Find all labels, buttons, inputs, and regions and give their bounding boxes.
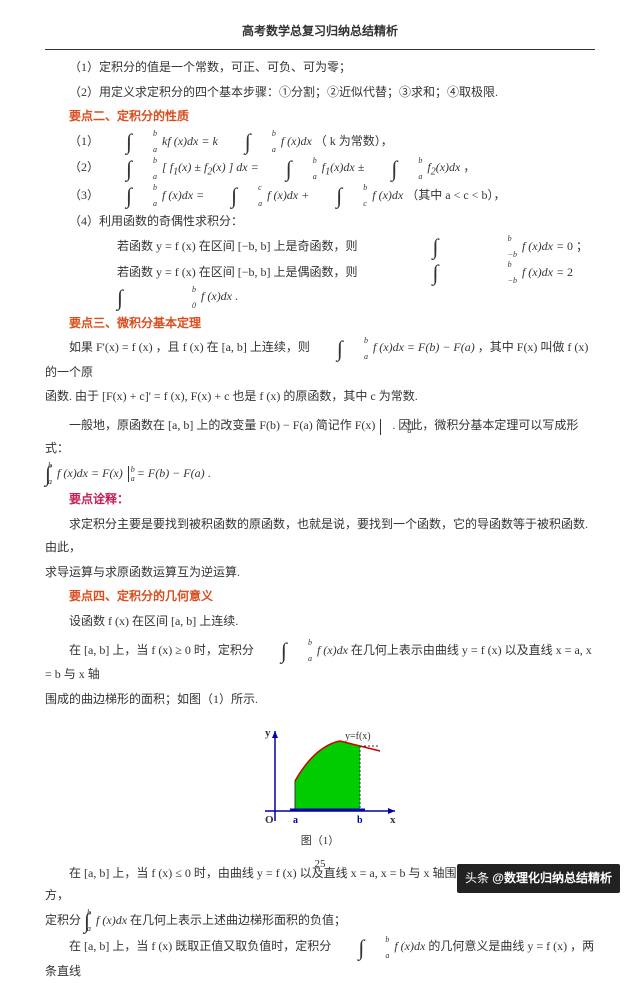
watermark-source: 头条 [465,871,489,885]
s4-p6-prefix: 在 [a, b] 上，当 f (x) 既取正值又取负值时，定积分 [69,939,331,953]
formula-4b: 若函数 y = f (x) 在区间 [−b, b] 上是偶函数，则 ∫b−b f… [45,261,595,310]
watermark: 头条 @数理化归纳总结精析 [457,864,620,893]
chart-svg: O a b x y y=f(x) [235,721,405,831]
s4-p6: 在 [a, b] 上，当 f (x) 既取正值又取负值时，定积分 ∫ba f (… [45,935,595,982]
page-header: 高考数学总复习归纳总结精析 [45,20,595,50]
s3-p1-prefix: 如果 F'(x) = f (x) ，且 f (x) 在 [a, b] 上连续，则 [69,340,310,354]
s4-p1: 设函数 f (x) 在区间 [a, b] 上连续. [45,610,595,633]
annotation-p1: 求定积分主要是要找到被积函数的原函数，也就是说，要找到一个函数，它的导函数等于被… [45,513,595,559]
section-4-title: 要点四、定积分的几何意义 [45,585,595,608]
section-2-title: 要点二、定积分的性质 [45,105,595,128]
svg-text:b: b [357,815,363,826]
intro-line-1: （1）定积分的值是一个常数，可正、可负、可为零； [45,56,595,79]
svg-text:x: x [390,814,396,826]
formula-2: （2） ∫ba [ f1(x) ± f2(x) ] dx = ∫ba f1(x)… [45,156,595,181]
s3-p2: 函数. 由于 [F(x) + c]' = f (x), F(x) + c 也是 … [45,385,595,408]
item4-text: （4）利用函数的奇偶性求积分： [45,210,595,233]
s4-p3: 围成的曲边梯形的面积；如图（1）所示. [45,688,595,711]
svg-text:y=f(x): y=f(x) [345,731,371,742]
integral-expr: ∫ba [102,130,159,154]
item3-suffix: （其中 a < c < b）， [406,188,505,202]
svg-text:O: O [265,814,274,826]
svg-text:a: a [293,815,298,826]
figure-1: O a b x y y=f(x) 图（1） [45,721,595,852]
item1-prefix: （1） [69,134,99,148]
s4-p2: 在 [a, b] 上，当 f (x) ≥ 0 时，定积分 ∫ba f (x)dx… [45,639,595,686]
svg-text:y: y [265,727,271,739]
annotation-title: 要点诠释： [45,488,595,511]
s4-p5-suffix: 在几何上表示上述曲边梯形面积的负值； [130,913,346,927]
figure-label: 图（1） [45,831,595,852]
item2-prefix: （2） [69,160,99,174]
page-number: 25 [315,854,326,875]
s4-p5: 定积分 ∫ba f (x)dx 在几何上表示上述曲边梯形面积的负值； [45,909,595,933]
section-3-title: 要点三、微积分基本定理 [45,312,595,335]
item4a-suffix: ； [576,239,588,253]
s3-p3-prefix: 一般地，原函数在 [a, b] 上的改变量 F(b) − F(a) 简记作 F(… [69,418,375,432]
formula-3: （3） ∫ba f (x)dx = ∫ca f (x)dx + ∫bc f (x… [45,184,595,208]
integral-expr: ∫ba [221,130,278,154]
s3-p1: 如果 F'(x) = f (x) ，且 f (x) 在 [a, b] 上连续，则… [45,336,595,383]
item1-suffix: （ k 为常数）， [315,134,393,148]
s4-p2-prefix: 在 [a, b] 上，当 f (x) ≥ 0 时，定积分 [69,643,254,657]
watermark-at: @数理化归纳总结精析 [492,871,612,885]
annotation-p2: 求导运算与求原函数运算互为逆运算. [45,561,595,584]
formula-ftc: ∫ba f (x)dx = F(x) ba = F(b) − F(a) . [45,462,595,486]
item4b-prefix: 若函数 y = f (x) 在区间 [−b, b] 上是偶函数，则 [117,265,358,279]
s4-p5-prefix: 定积分 [45,913,81,927]
formula-4a: 若函数 y = f (x) 在区间 [−b, b] 上是奇函数，则 ∫b−b f… [45,235,595,259]
s3-p3: 一般地，原函数在 [a, b] 上的改变量 F(b) − F(a) 简记作 F(… [45,414,595,460]
intro-line-2: （2）用定义求定积分的四个基本步骤：①分割；②近似代替；③求和；④取极限. [45,81,595,104]
item4a-prefix: 若函数 y = f (x) 在区间 [−b, b] 上是奇函数，则 [117,239,358,253]
formula-1: （1） ∫ba kf (x)dx = k ∫ba f (x)dx （ k 为常数… [45,130,595,154]
item3-prefix: （3） [69,188,99,202]
